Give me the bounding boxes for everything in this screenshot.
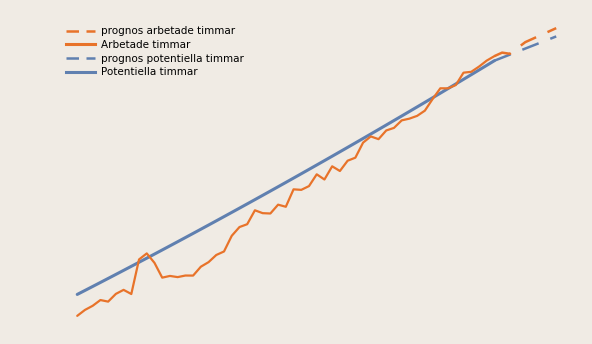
Legend: prognos arbetade timmar, Arbetade timmar, prognos potentiella timmar, Potentiell: prognos arbetade timmar, Arbetade timmar… <box>62 22 248 82</box>
